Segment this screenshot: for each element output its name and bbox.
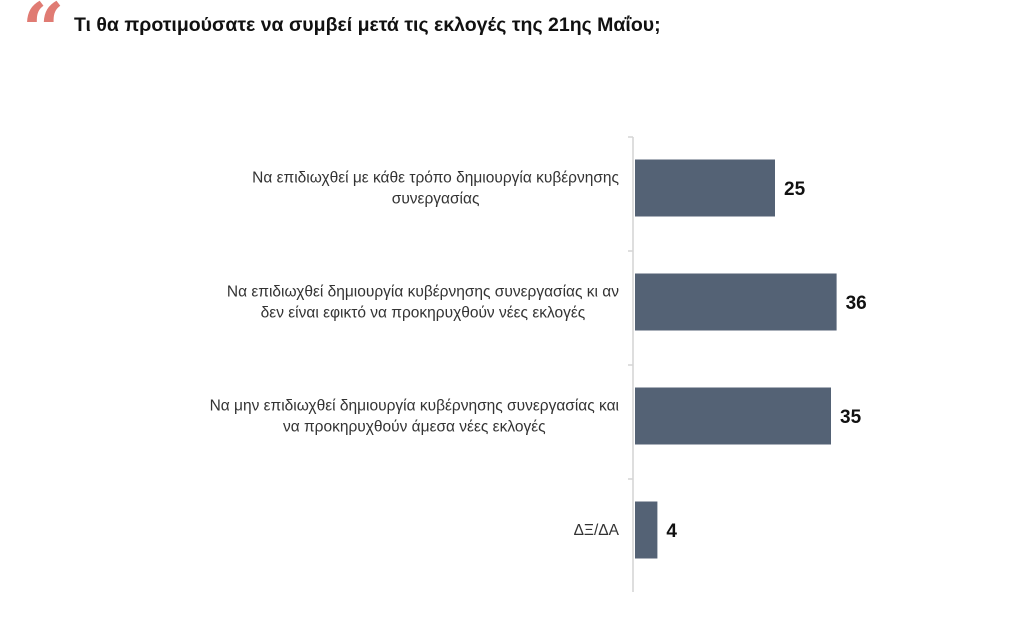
data-label: 4	[666, 521, 677, 542]
data-label: 25	[784, 179, 806, 200]
bar	[635, 501, 658, 559]
category-label: ΔΞ/ΔΑ	[574, 522, 620, 539]
category-label: Να επιδιωχθεί δημιουργία κυβέρνησης συνε…	[227, 284, 619, 322]
data-label: 36	[846, 293, 867, 314]
bar	[635, 273, 837, 331]
quote-mark-icon: “	[22, 0, 65, 74]
chart-title: Τι θα προτιμούσατε να συμβεί μετά τις εκ…	[74, 14, 661, 36]
data-label: 35	[840, 407, 862, 428]
bar	[635, 387, 831, 445]
category-label: Να μην επιδιωχθεί δημιουργία κυβέρνησης …	[210, 398, 619, 436]
category-label: Να επιδιωχθεί με κάθε τρόπο δημιουργία κ…	[252, 170, 619, 208]
bar	[635, 159, 775, 217]
